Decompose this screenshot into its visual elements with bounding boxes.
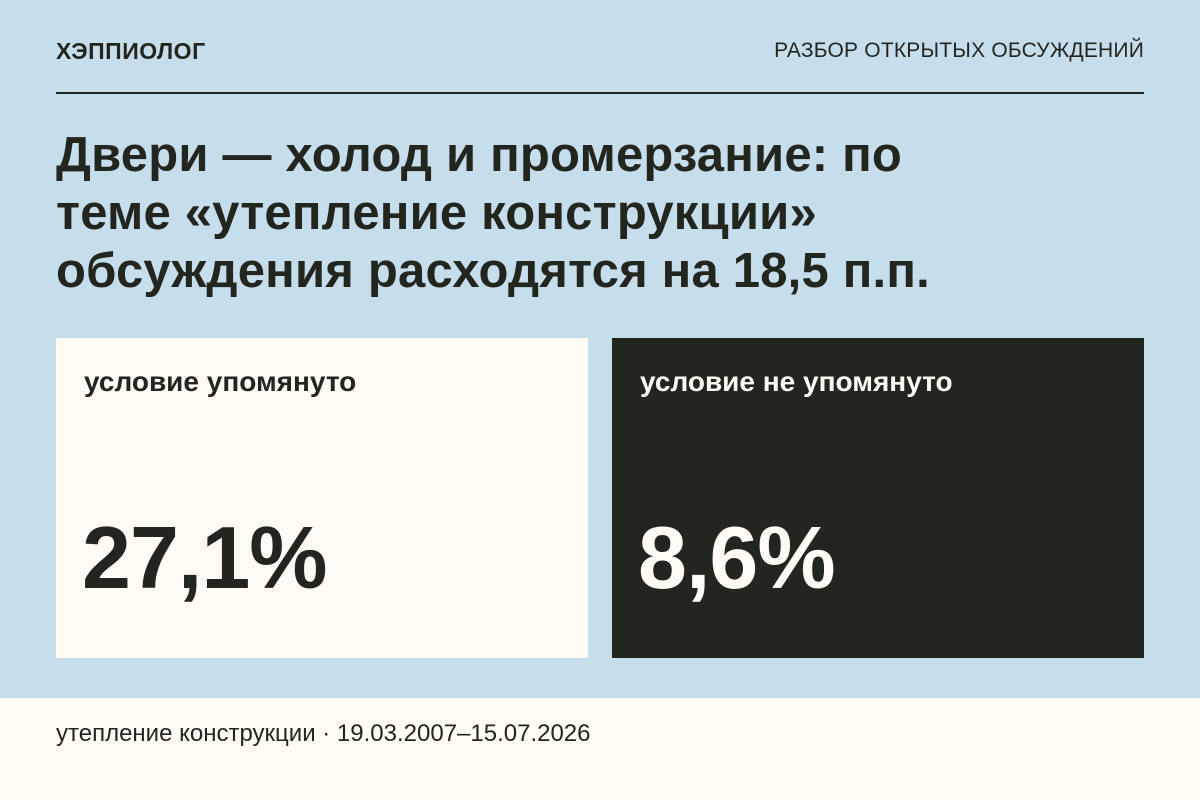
title-line-3: обсуждения расходятся на 18,5 п.п. [56,244,930,298]
not-mentioned-label: условие не упомянуто [640,366,953,397]
header: ХЭППИОЛОГ РАЗБОР ОТКРЫТЫХ ОБСУЖДЕНИЙ [56,36,1144,94]
page-title: Двери — холод и промерзание: по теме «ут… [56,126,1144,300]
not-mentioned-card: условие не упомянуто 8,6% [612,338,1144,658]
title-line-1: Двери — холод и промерзание: по [56,128,903,182]
title-line-2: теме «утепление конструкции» [56,186,817,240]
footer-caption: утепление конструкции · 19.03.2007–15.07… [56,720,591,747]
brand-name: ХЭППИОЛОГ [56,38,206,64]
section-label: РАЗБОР ОТКРЫТЫХ ОБСУЖДЕНИЙ [774,39,1144,62]
mentioned-label: условие упомянуто [84,366,357,397]
not-mentioned-value: 8,6% [638,508,836,607]
footer: утепление конструкции · 19.03.2007–15.07… [0,698,1200,800]
mentioned-value: 27,1% [82,508,328,607]
mentioned-card: условие упомянуто 27,1% [56,338,588,658]
